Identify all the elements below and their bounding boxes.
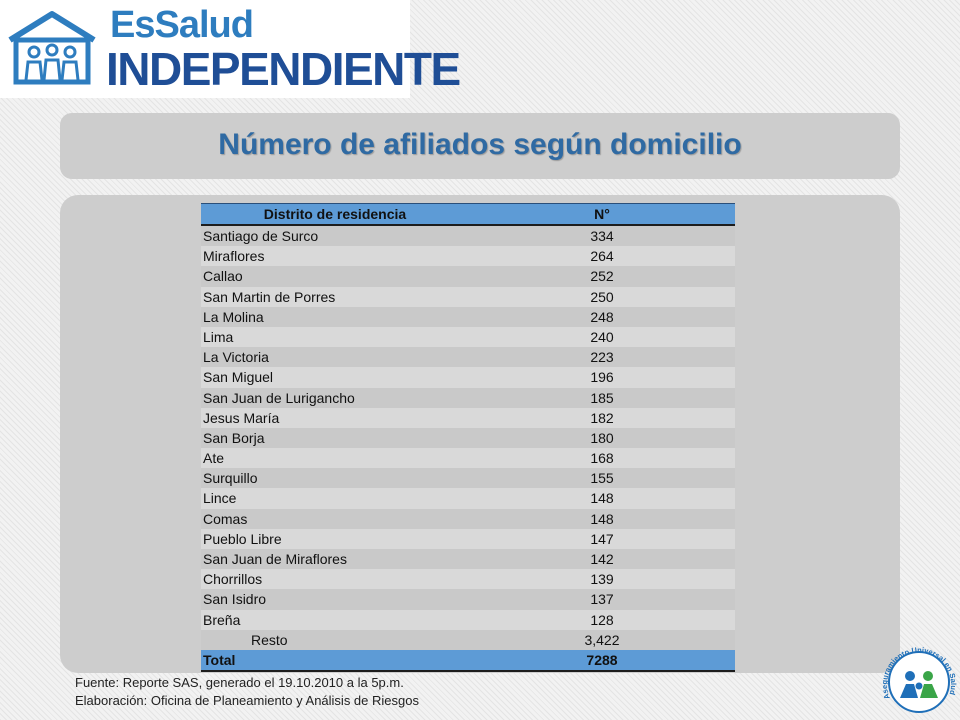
district-cell: San Miguel [203, 369, 274, 386]
table-header-row: Distrito de residencia N° [201, 203, 735, 226]
district-cell: Jesus María [203, 409, 280, 426]
district-cell: Lima [203, 328, 234, 345]
header-district: Distrito de residencia [263, 206, 407, 222]
table-row: La Molina 248 [201, 306, 735, 327]
elaboration-note: Elaboración: Oficina de Planeamiento y A… [75, 693, 419, 708]
total-count: 7288 [586, 651, 618, 668]
table-row: Comas 148 [201, 508, 735, 529]
district-cell: Miraflores [203, 248, 265, 265]
district-cell: San Borja [203, 429, 265, 446]
table-row: Lima 240 [201, 326, 735, 348]
count-cell: 148 [590, 510, 614, 527]
count-cell: 3,422 [584, 631, 620, 648]
table-row: Pueblo Libre 147 [201, 528, 735, 549]
table-row: Jesus María 182 [201, 407, 735, 428]
total-label: Total [203, 651, 236, 668]
district-cell: San Isidro [203, 591, 267, 608]
district-cell: Santiago de Surco [203, 228, 319, 244]
table-row: San Miguel 196 [201, 367, 735, 388]
count-cell: 139 [590, 571, 614, 588]
count-cell: 142 [590, 551, 614, 567]
table-row: San Borja 180 [201, 427, 735, 449]
logo: EsSalud INDEPENDIENTE [0, 0, 461, 98]
district-cell: Resto [251, 631, 288, 648]
table-row: Ate 168 [201, 448, 735, 469]
count-cell: 128 [590, 611, 614, 628]
table-body: Santiago de Surco 334 Miraflores 264 Calla… [201, 226, 735, 650]
count-cell: 148 [590, 490, 614, 507]
district-cell: San Juan de Miraflores [203, 551, 347, 567]
district-cell: Surquillo [203, 470, 258, 487]
table-row: La Victoria 223 [201, 347, 735, 368]
title-panel: Número de afiliados según domicilio [60, 113, 900, 179]
district-cell: La Victoria [203, 349, 269, 366]
aseguramiento-universal-seal-icon: Aseguramiento Universal en Salud [880, 645, 958, 713]
table-row: Lince 148 [201, 488, 735, 509]
table-row: San Martin de Porres 250 [201, 286, 735, 307]
count-cell: 250 [590, 288, 614, 305]
footer-notes: Fuente: Reporte SAS, generado el 19.10.2… [75, 674, 419, 710]
table-total-row: Total 7288 [201, 649, 735, 672]
district-cell: Callao [203, 268, 243, 285]
district-cell: Lince [203, 490, 237, 507]
count-cell: 334 [590, 228, 614, 244]
affiliates-table: Distrito de residencia N° Santiago de Su… [201, 203, 735, 672]
count-cell: 252 [590, 268, 614, 285]
count-cell: 185 [590, 389, 614, 406]
table-row-resto: Resto 3,422 [201, 629, 735, 650]
district-cell: La Molina [203, 308, 264, 325]
family-house-icon [8, 11, 96, 85]
table-row: Miraflores 264 [201, 246, 735, 267]
district-cell: San Juan de Lurigancho [203, 389, 355, 406]
district-cell: Chorrillos [203, 571, 263, 588]
count-cell: 137 [590, 591, 614, 608]
district-cell: Ate [203, 450, 225, 467]
count-cell: 223 [590, 349, 614, 366]
count-cell: 264 [590, 248, 614, 265]
count-cell: 196 [590, 369, 614, 386]
table-row: San Juan de Miraflores 142 [201, 549, 735, 570]
table-row: Breña 128 [201, 609, 735, 630]
district-cell: Comas [203, 510, 248, 527]
table-row: Santiago de Surco 334 [201, 226, 735, 247]
logo-essalud-text: EsSalud [110, 4, 254, 46]
header-count: N° [594, 206, 610, 222]
source-note: Fuente: Reporte SAS, generado el 19.10.2… [75, 675, 404, 690]
logo-independiente-text: INDEPENDIENTE [106, 43, 461, 95]
count-cell: 180 [590, 429, 614, 446]
count-cell: 147 [590, 530, 614, 547]
table-row: Surquillo 155 [201, 468, 735, 489]
table-row: San Juan de Lurigancho 185 [201, 387, 735, 408]
table-row: Callao 252 [201, 266, 735, 287]
page-title: Número de afiliados según domicilio [218, 128, 742, 161]
count-cell: 248 [590, 308, 614, 325]
table-row: San Isidro 137 [201, 589, 735, 610]
count-cell: 182 [590, 409, 614, 426]
district-cell: Pueblo Libre [203, 530, 282, 547]
count-cell: 168 [590, 450, 614, 467]
district-cell: San Martin de Porres [203, 288, 336, 305]
count-cell: 240 [590, 328, 614, 345]
table-row: Chorrillos 139 [201, 569, 735, 590]
count-cell: 155 [590, 470, 614, 487]
district-cell: Breña [203, 611, 241, 628]
